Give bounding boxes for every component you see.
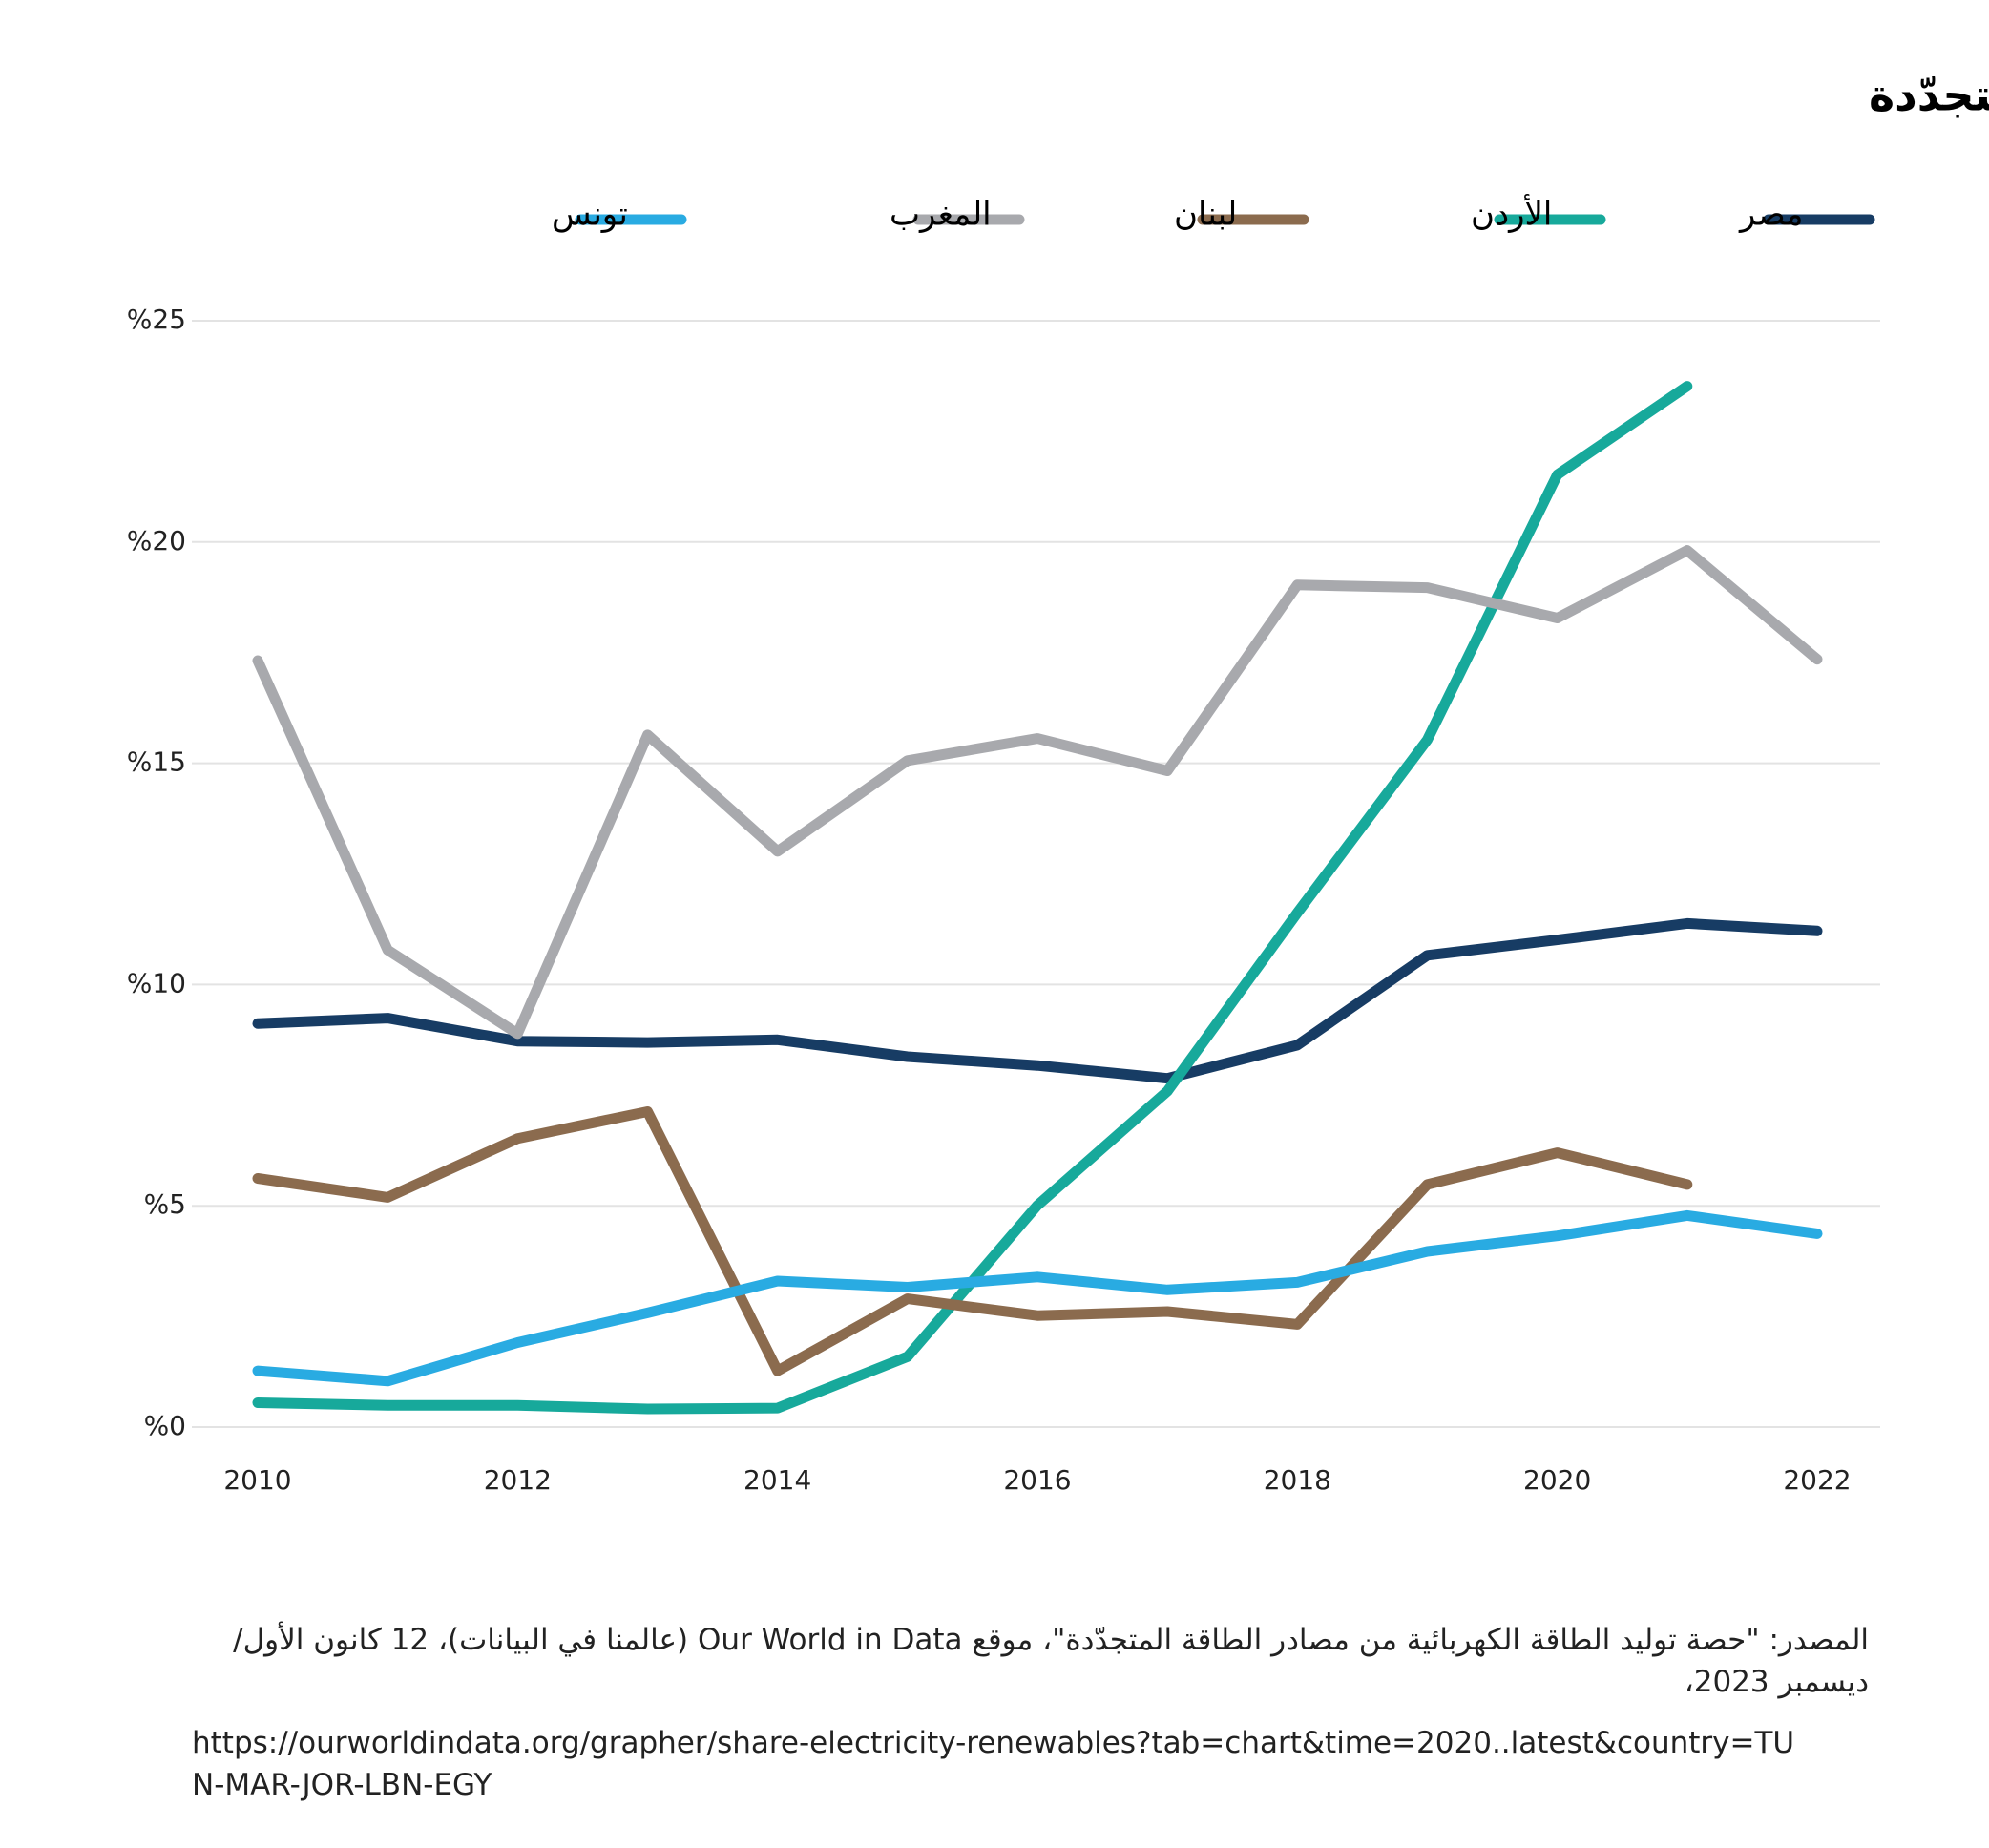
x-tick-label: 2018 xyxy=(1264,1464,1331,1496)
y-tick-label: %25 xyxy=(127,304,186,335)
x-tick-label: 2016 xyxy=(1003,1464,1071,1496)
y-tick-label: %20 xyxy=(127,525,186,556)
series-line xyxy=(252,917,1823,1084)
y-tick-label: %15 xyxy=(127,746,186,778)
legend-label: المغرب xyxy=(890,196,992,234)
y-tick-label: %5 xyxy=(144,1188,186,1220)
series-line xyxy=(252,1106,1693,1376)
series-line xyxy=(252,381,1693,1415)
chart-title: الشكل 2. حصة توليد الطاقة الكهربائية من … xyxy=(1869,70,1989,121)
legend-label: تونس xyxy=(552,196,628,234)
y-tick-label: %10 xyxy=(127,967,186,998)
y-tick-label: %0 xyxy=(144,1410,186,1441)
x-tick-label: 2012 xyxy=(484,1464,552,1496)
series-line xyxy=(252,1209,1823,1387)
legend-label: الأردن xyxy=(1471,194,1552,234)
x-tick-label: 2020 xyxy=(1523,1464,1591,1496)
source-url: https://ourworldindata.org/grapher/share… xyxy=(192,1726,1795,1802)
legend-label: لبنان xyxy=(1174,196,1237,234)
series-line xyxy=(252,545,1823,1040)
source-citation: المصدر: "حصة توليد الطاقة الكهربائية من … xyxy=(233,1623,1869,1699)
legend-label: مصر xyxy=(1738,196,1803,234)
x-tick-label: 2014 xyxy=(743,1464,811,1496)
x-tick-label: 2010 xyxy=(223,1464,291,1496)
chart: الشكل 2. حصة توليد الطاقة الكهربائية من … xyxy=(127,70,1989,1497)
x-tick-label: 2022 xyxy=(1783,1464,1851,1496)
